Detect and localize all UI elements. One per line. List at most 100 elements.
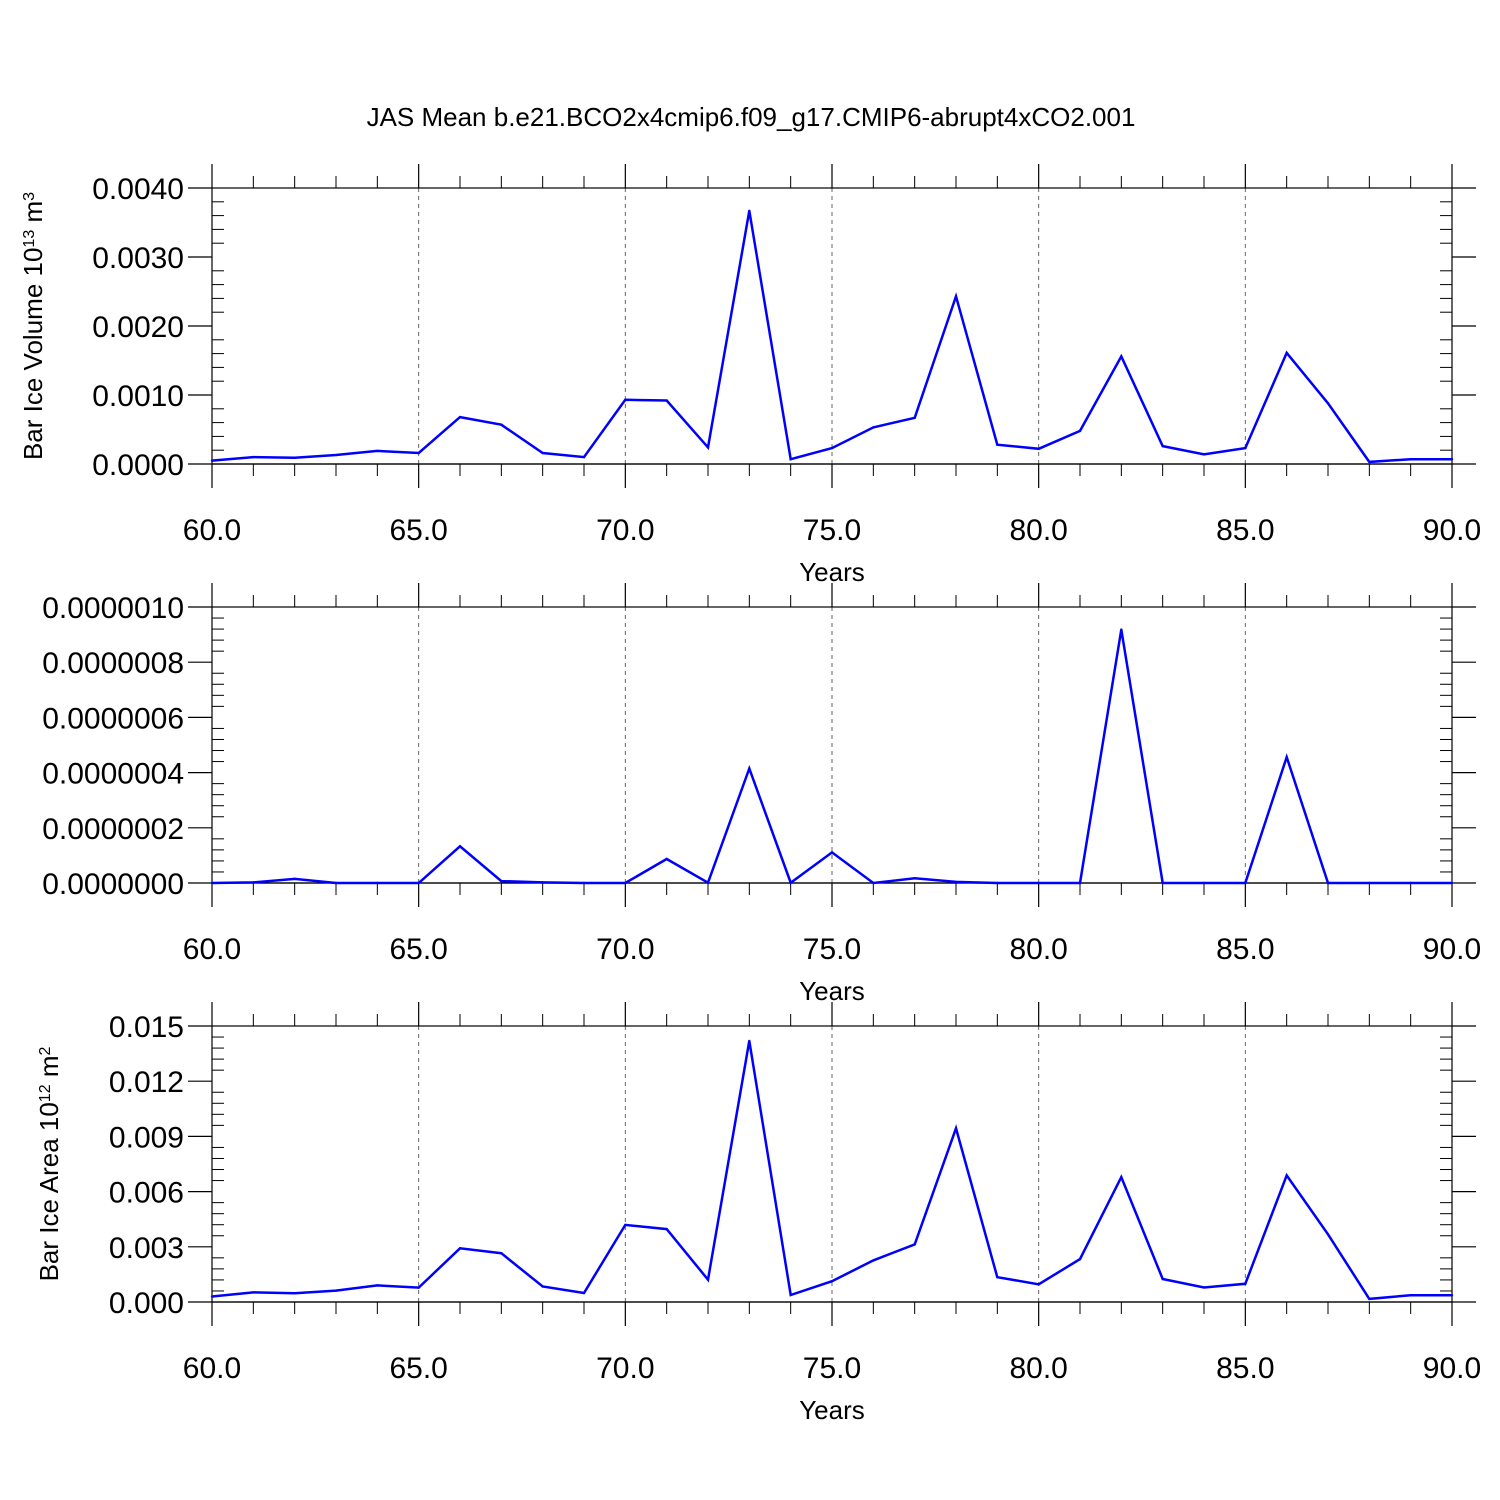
y-tick-label: 0.0000008	[42, 647, 184, 680]
data-point	[1450, 881, 1454, 885]
data-point	[1368, 460, 1371, 464]
data-point	[996, 881, 999, 885]
data-point	[582, 1291, 586, 1295]
data-point	[293, 456, 296, 459]
data-point	[1037, 881, 1040, 885]
data-point	[210, 459, 214, 462]
data-point	[1368, 1297, 1371, 1301]
x-tick-label: 70.0	[596, 1352, 654, 1385]
chart-panel-3: 60.0 65.0 70.0 75.0 80.0 85.0 90.0 0.000 0.003 0.…	[34, 1002, 1481, 1425]
data-point	[417, 451, 420, 455]
data-point	[1161, 881, 1164, 885]
data-point	[376, 449, 379, 453]
data-point	[706, 446, 710, 449]
data-point	[1409, 881, 1412, 885]
x-axis-title: Years	[799, 557, 865, 587]
data-point	[706, 881, 710, 884]
data-point	[1161, 1277, 1164, 1281]
data-point	[417, 1286, 420, 1289]
data-point	[1326, 1233, 1330, 1236]
y-tick-label: 0.015	[109, 1011, 184, 1044]
y-tick-label: 0.0010	[92, 380, 184, 413]
x-tick-label: 85.0	[1216, 1352, 1274, 1385]
data-point	[1285, 755, 1288, 759]
x-tick-label: 75.0	[803, 933, 861, 966]
data-point	[913, 1243, 916, 1246]
x-tick-label: 65.0	[389, 933, 447, 966]
data-point	[665, 857, 668, 861]
data-point	[996, 1275, 999, 1279]
data-point	[789, 457, 792, 461]
data-point	[1120, 355, 1123, 358]
data-point	[913, 416, 916, 419]
data-point	[624, 1223, 627, 1227]
x-tick-label: 60.0	[183, 514, 241, 547]
data-point	[624, 398, 627, 402]
x-tick-label: 60.0	[183, 1352, 241, 1385]
data-point	[830, 1280, 834, 1283]
y-tick-label: 0.0040	[92, 173, 184, 206]
y-tick-label: 0.0000010	[42, 592, 184, 625]
data-point	[500, 879, 503, 883]
data-point	[789, 881, 792, 884]
data-point	[1120, 628, 1123, 631]
data-point	[706, 1278, 710, 1281]
data-point	[1202, 453, 1206, 456]
data-point	[1244, 881, 1247, 885]
data-point	[872, 1259, 875, 1262]
data-point	[252, 881, 255, 884]
data-point	[376, 881, 379, 885]
x-tick-label: 80.0	[1009, 1352, 1067, 1385]
data-point	[996, 443, 999, 446]
data-point	[252, 455, 255, 459]
data-point	[1409, 457, 1412, 461]
data-point	[748, 209, 751, 212]
data-point	[582, 881, 586, 885]
data-point	[210, 881, 214, 885]
chart-panel-2: 60.0 65.0 70.0 75.0 80.0 85.0 90.0 0.0000000 0.0…	[42, 583, 1481, 1006]
data-point	[954, 880, 958, 884]
x-tick-label: 75.0	[803, 514, 861, 547]
y-tick-label: 0.0000006	[42, 702, 184, 735]
figure-title: JAS Mean b.e21.BCO2x4cmip6.f09_g17.CMIP6…	[367, 102, 1136, 132]
data-point	[541, 451, 544, 455]
data-point	[582, 455, 586, 459]
data-point	[293, 877, 296, 881]
data-point	[458, 845, 462, 848]
y-tick-label: 0.0000000	[42, 868, 184, 901]
data-point	[1244, 1282, 1247, 1285]
x-axis-title: Years	[799, 1395, 865, 1425]
data-point	[1078, 1257, 1082, 1261]
y-tick-label: 0.0030	[92, 242, 184, 275]
panels: 60.0 65.0 70.0 75.0 80.0 85.0 90.0 0.0000 0.0010…	[18, 164, 1481, 1425]
data-point	[376, 1284, 379, 1287]
data-point	[334, 453, 338, 457]
data-point	[1202, 881, 1206, 885]
data-point	[334, 1289, 338, 1292]
data-point	[1409, 1293, 1412, 1297]
data-point	[458, 1247, 462, 1250]
x-tick-label: 80.0	[1009, 933, 1067, 966]
data-point	[1078, 881, 1082, 885]
data-point	[1326, 881, 1330, 885]
data-point	[954, 1127, 958, 1130]
y-tick-label: 0.009	[109, 1121, 184, 1154]
y-tick-label: 0.0000	[92, 449, 184, 482]
data-point	[1037, 1283, 1040, 1286]
data-point	[748, 767, 751, 770]
data-point	[417, 881, 420, 885]
y-axis-title: Bar Ice Area 1012 m2	[34, 1046, 64, 1281]
x-tick-label: 70.0	[596, 514, 654, 547]
data-point	[1285, 351, 1288, 355]
data-point	[541, 1285, 544, 1288]
y-tick-label: 0.0020	[92, 311, 184, 344]
data-point	[541, 881, 544, 884]
data-point	[1326, 402, 1330, 405]
x-tick-label: 85.0	[1216, 514, 1274, 547]
data-point	[789, 1293, 792, 1297]
x-tick-label: 75.0	[803, 1352, 861, 1385]
data-point	[872, 426, 875, 429]
series-line	[211, 210, 1452, 464]
data-point	[500, 423, 503, 426]
